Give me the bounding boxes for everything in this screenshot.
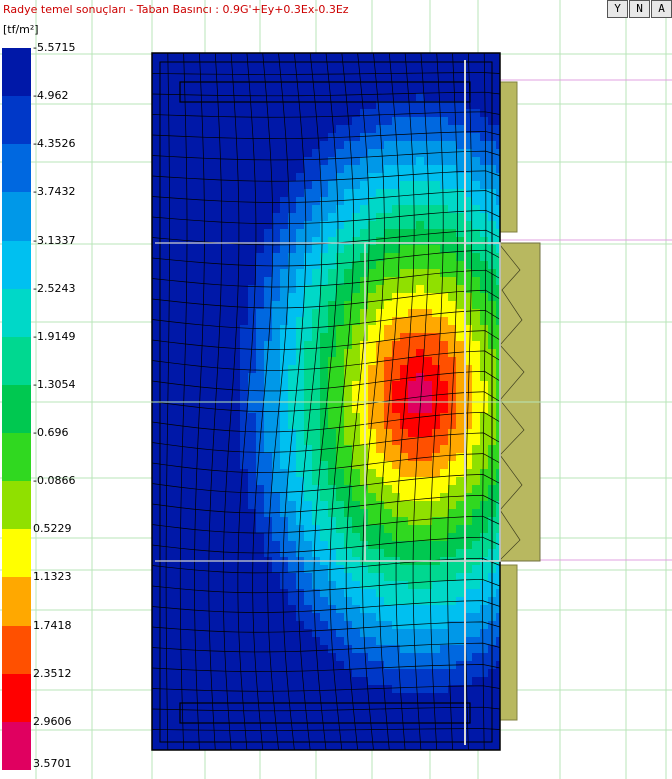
legend-swatch [2, 144, 31, 193]
legend-swatch [2, 481, 31, 530]
legend-label: -4.962 [33, 89, 69, 103]
filter-button[interactable]: Y [607, 0, 628, 18]
beam-top [179, 81, 471, 103]
legend-label: -3.7432 [33, 185, 76, 199]
legend-swatch [2, 721, 31, 771]
window-title: Radye temel sonuçları - Taban Basıncı : … [3, 3, 349, 16]
legend-label: -2.5243 [33, 281, 76, 295]
legend-label: -0.696 [33, 426, 69, 440]
legend-swatch [2, 577, 31, 627]
view-toolbar: Y N A [607, 0, 672, 18]
legend-swatch [2, 384, 31, 434]
legend-swatch [2, 48, 31, 97]
view-a-button[interactable]: A [651, 0, 672, 18]
legend-label: 2.9606 [33, 714, 72, 728]
legend-swatch [2, 192, 31, 242]
legend-swatch [2, 240, 31, 290]
legend-label: 3.5701 [33, 757, 72, 770]
color-legend: -5.5715 -4.962 -4.3526 -3.7432 -3.1337 -2.524… [2, 42, 75, 771]
legend-label: -0.0866 [33, 474, 76, 488]
unit-label: [tf/m²] [3, 23, 39, 36]
legend-label: 1.7418 [33, 618, 72, 632]
side-panel [499, 564, 518, 721]
legend-label: 2.3512 [33, 666, 72, 680]
legend-swatch [2, 673, 31, 723]
legend-label: -1.3054 [33, 377, 76, 391]
legend-swatch [2, 288, 31, 338]
legend-label: -5.5715 [33, 41, 76, 54]
legend-swatch [2, 96, 31, 145]
legend-swatch [2, 336, 31, 386]
legend-label: 0.5229 [33, 522, 72, 536]
legend-swatch [2, 625, 31, 675]
legend-label: -1.9149 [33, 329, 76, 343]
legend-swatch [2, 433, 31, 482]
legend-swatch [2, 529, 31, 578]
legend-label: -4.3526 [33, 137, 76, 151]
view-n-button[interactable]: N [629, 0, 650, 18]
legend-label: -3.1337 [33, 233, 76, 247]
side-panel [499, 81, 518, 233]
legend-label: 1.1323 [33, 570, 72, 584]
beam-bottom [179, 702, 471, 724]
